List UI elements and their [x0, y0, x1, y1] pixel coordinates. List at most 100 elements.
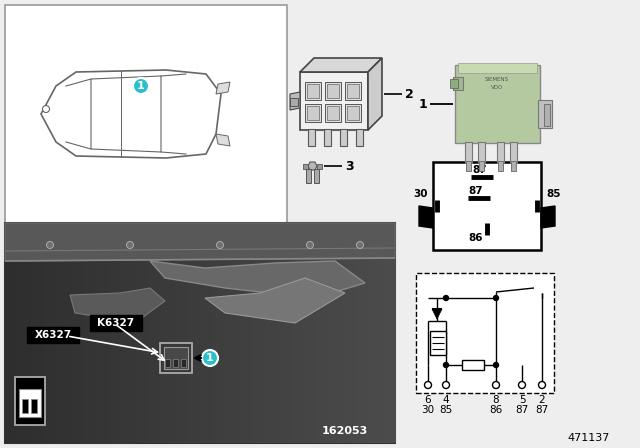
Bar	[478, 142, 485, 163]
Text: 1: 1	[419, 98, 428, 111]
Text: 87: 87	[473, 165, 487, 175]
Bar	[291, 223, 305, 443]
Text: 8: 8	[493, 395, 499, 405]
Circle shape	[444, 362, 449, 367]
Polygon shape	[70, 288, 165, 323]
Polygon shape	[317, 164, 322, 169]
Text: 85: 85	[440, 405, 452, 415]
Bar	[325, 104, 341, 122]
Text: X6327: X6327	[35, 330, 72, 340]
Bar	[27, 327, 79, 343]
Bar	[455, 65, 540, 143]
Polygon shape	[453, 77, 463, 90]
Bar	[200, 223, 214, 443]
Circle shape	[127, 241, 134, 249]
Bar	[327, 106, 339, 120]
Bar	[510, 142, 517, 163]
Bar	[314, 169, 319, 183]
Polygon shape	[5, 223, 395, 261]
Polygon shape	[290, 92, 300, 110]
Bar	[5, 223, 19, 443]
Bar	[306, 169, 311, 183]
Text: 30: 30	[413, 189, 428, 199]
Bar	[465, 142, 472, 163]
Bar	[369, 223, 383, 443]
Bar	[31, 223, 45, 443]
Polygon shape	[541, 206, 555, 228]
Bar	[458, 63, 537, 73]
Text: 471137: 471137	[568, 433, 610, 443]
Bar	[462, 360, 484, 370]
Bar	[300, 72, 368, 130]
Bar	[317, 223, 331, 443]
Bar	[57, 223, 71, 443]
Bar	[479, 161, 484, 171]
Bar	[307, 106, 319, 120]
Text: 87: 87	[468, 186, 483, 196]
Bar	[538, 100, 552, 128]
Circle shape	[518, 382, 525, 388]
Bar	[430, 331, 446, 355]
Bar	[148, 223, 162, 443]
Bar	[382, 223, 396, 443]
Bar	[305, 104, 321, 122]
Polygon shape	[41, 70, 221, 158]
Polygon shape	[216, 134, 230, 146]
Bar	[290, 98, 298, 106]
Polygon shape	[450, 79, 458, 88]
Polygon shape	[308, 162, 317, 170]
Bar	[165, 359, 170, 367]
Bar	[5, 223, 395, 443]
Circle shape	[356, 241, 364, 249]
Bar	[497, 142, 504, 163]
Bar	[498, 161, 503, 171]
Bar	[308, 129, 315, 146]
Polygon shape	[216, 82, 230, 94]
Circle shape	[133, 78, 149, 94]
Bar	[511, 161, 516, 171]
Circle shape	[442, 382, 449, 388]
Bar	[174, 223, 188, 443]
Circle shape	[42, 105, 49, 112]
Bar	[345, 104, 361, 122]
Bar	[122, 223, 136, 443]
Bar	[307, 84, 319, 98]
Polygon shape	[300, 58, 382, 72]
Bar	[22, 399, 28, 413]
Bar	[347, 84, 359, 98]
Bar	[213, 223, 227, 443]
Bar	[278, 223, 292, 443]
Bar	[173, 359, 178, 367]
Bar	[70, 223, 84, 443]
Text: 87: 87	[536, 405, 548, 415]
Bar	[416, 273, 554, 393]
Bar	[356, 129, 363, 146]
Polygon shape	[368, 58, 382, 130]
Bar	[5, 5, 287, 223]
Circle shape	[307, 241, 314, 249]
Circle shape	[538, 382, 545, 388]
Bar	[433, 162, 541, 250]
Polygon shape	[432, 309, 442, 319]
Bar	[135, 223, 149, 443]
Text: 162053: 162053	[322, 426, 368, 436]
Circle shape	[493, 382, 499, 388]
Text: 1: 1	[137, 81, 145, 91]
Circle shape	[424, 382, 431, 388]
Circle shape	[444, 296, 449, 301]
Bar	[181, 359, 186, 367]
Bar	[31, 399, 37, 413]
Bar	[83, 223, 97, 443]
Circle shape	[493, 362, 499, 367]
Bar	[164, 347, 188, 369]
Bar	[187, 223, 201, 443]
Text: 86: 86	[490, 405, 502, 415]
Bar	[18, 223, 32, 443]
Bar	[327, 84, 339, 98]
Text: 2: 2	[539, 395, 545, 405]
Text: 87: 87	[515, 405, 529, 415]
Text: 1: 1	[206, 353, 214, 363]
Text: 5: 5	[518, 395, 525, 405]
Bar	[343, 223, 357, 443]
Bar	[160, 343, 192, 373]
